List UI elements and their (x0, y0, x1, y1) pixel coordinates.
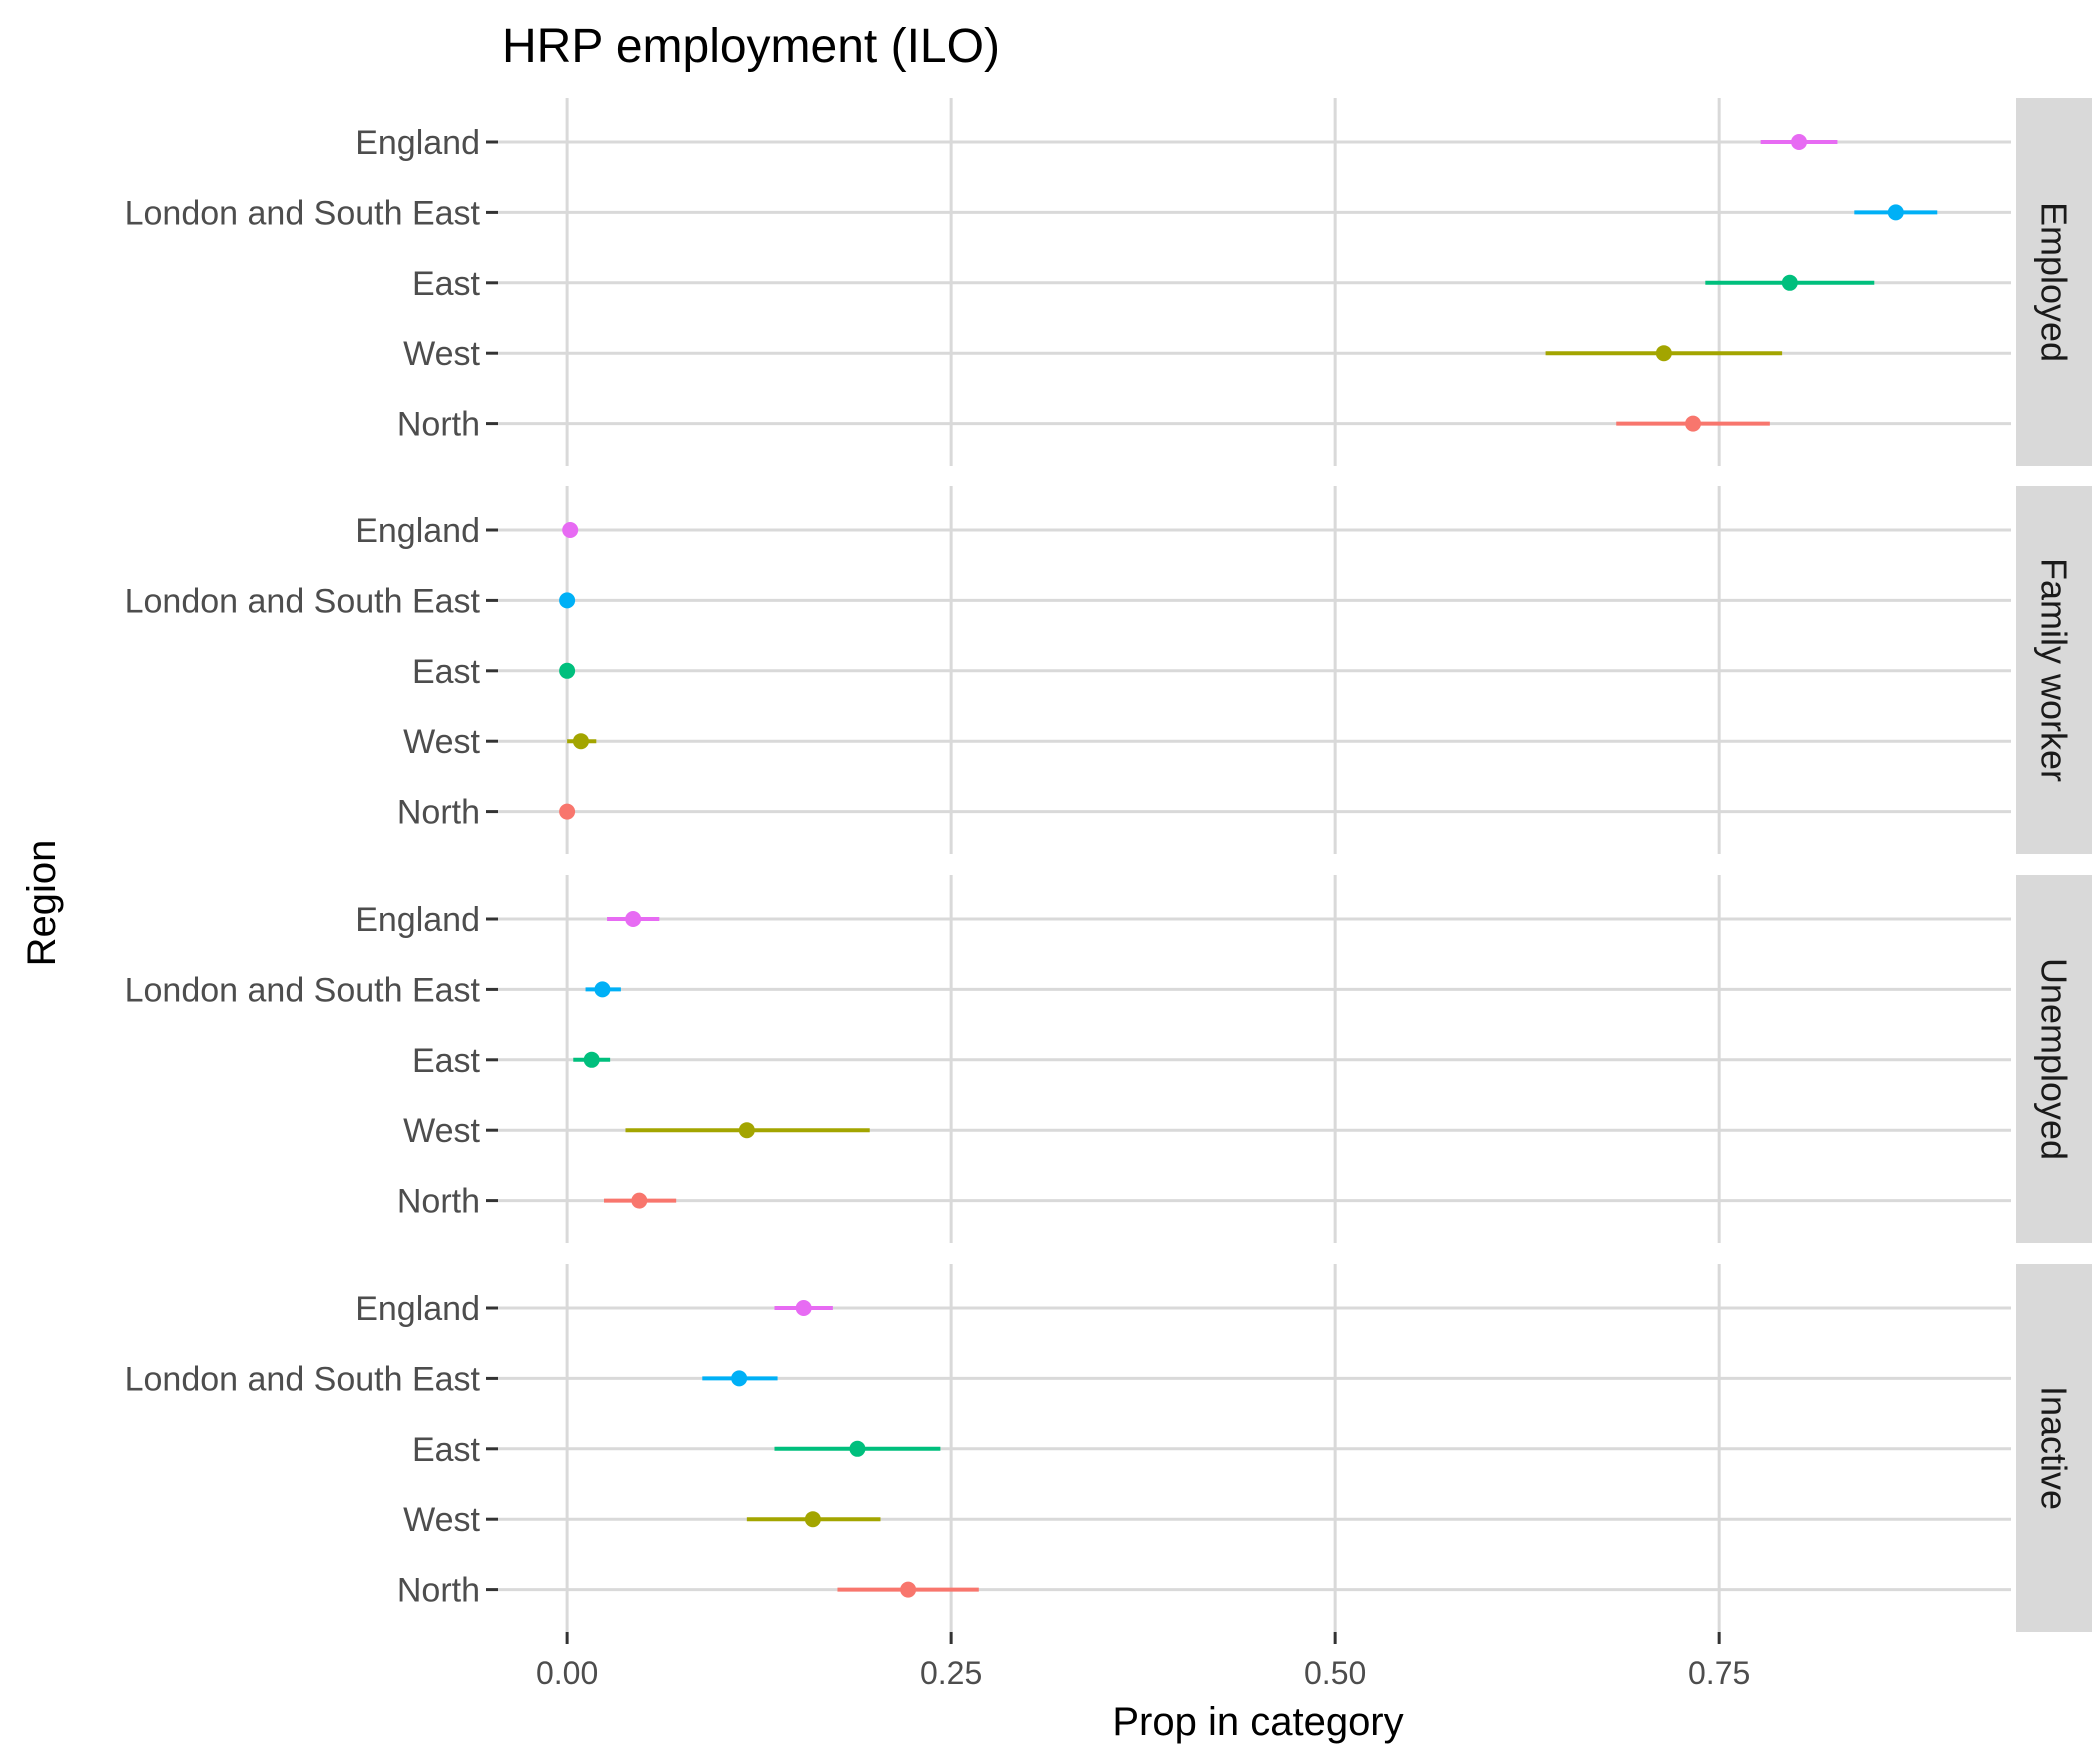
x-tick-label: 0.75 (1688, 1655, 1750, 1691)
x-tick-label: 0.50 (1304, 1655, 1366, 1691)
y-tick-label: England (355, 124, 480, 162)
data-point (583, 1051, 600, 1068)
facet-strip (2016, 98, 2092, 466)
y-tick-label: North (397, 406, 480, 444)
data-point (900, 1581, 917, 1598)
data-point (631, 1192, 648, 1209)
data-point (625, 911, 642, 927)
y-tick-label: England (355, 901, 480, 939)
y-tick-label: West (403, 723, 480, 761)
facet-strip-label: Unemployed (2034, 958, 2075, 1160)
data-point (559, 803, 576, 820)
facet-strip-label: Inactive (2034, 1386, 2075, 1510)
y-tick-label: North (397, 1183, 480, 1221)
y-tick-label: East (412, 265, 481, 303)
x-tick-label: 0.25 (920, 1655, 982, 1691)
y-tick-label: East (412, 1431, 481, 1469)
y-tick-label: West (403, 1501, 480, 1539)
data-point (795, 1300, 812, 1316)
y-tick-label: London and South East (125, 1360, 481, 1398)
data-point (1685, 415, 1702, 432)
y-tick-label: West (403, 335, 480, 373)
panel-inactive: England London and South East East West Nort… (125, 1264, 2092, 1632)
data-point (804, 1511, 821, 1528)
y-tick-label: England (355, 1290, 480, 1328)
data-point (1655, 345, 1672, 362)
x-axis-title: Prop in category (1112, 1700, 1403, 1744)
y-tick-label: North (397, 794, 480, 832)
facet-strip-label: Family worker (2034, 558, 2075, 782)
data-point (572, 733, 589, 750)
data-point (731, 1370, 748, 1387)
y-axis-title: Region (20, 840, 64, 967)
y-tick-label: England (355, 512, 480, 550)
data-point (562, 522, 579, 538)
data-point (738, 1122, 755, 1139)
y-tick-label: London and South East (125, 582, 481, 620)
x-tick-label: 0.00 (536, 1655, 598, 1691)
data-point (1791, 134, 1808, 150)
facet-strip (2016, 486, 2092, 854)
data-point (849, 1440, 866, 1457)
panel-unemployed: England London and South East East West Nort… (125, 875, 2092, 1243)
y-tick-label: East (412, 653, 481, 691)
panels-layer: England London and South East East West Nort… (125, 98, 2092, 1632)
x-axis: 0.00 0.25 0.50 0.75 (536, 1632, 1750, 1691)
panel-family-worker: England London and South East East West Nort… (125, 486, 2092, 854)
chart-title: HRP employment (ILO) (502, 20, 1000, 73)
y-tick-label: London and South East (125, 194, 481, 232)
y-tick-label: East (412, 1042, 481, 1080)
facet-strip-label: Employed (2034, 202, 2075, 362)
data-point (559, 592, 576, 609)
facet-strip (2016, 875, 2092, 1243)
y-tick-label: West (403, 1112, 480, 1150)
y-tick-label: London and South East (125, 971, 481, 1009)
y-tick-label: North (397, 1572, 480, 1610)
panel-employed: England London and South East East West Nort… (125, 98, 2092, 466)
data-point (1781, 274, 1798, 291)
data-point (559, 662, 576, 679)
data-point (1887, 204, 1904, 221)
facet-strip (2016, 1264, 2092, 1632)
data-point (594, 981, 611, 998)
